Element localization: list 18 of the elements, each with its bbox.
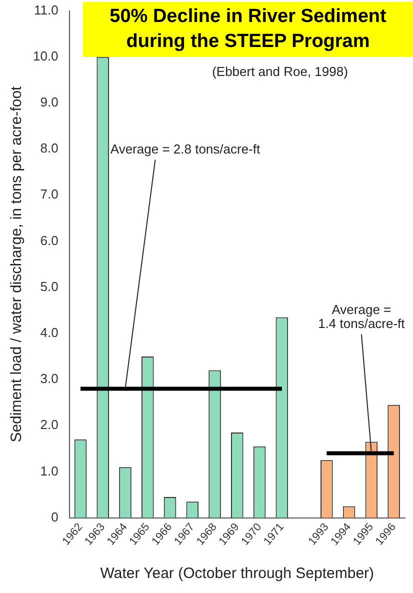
annotation: Average = 1.4 tons/acre-ft (318, 302, 406, 332)
y-tick-label: 0 (51, 509, 58, 524)
y-tick-label: 11.0 (34, 2, 58, 18)
y-tick-label: 10.0 (32, 48, 58, 64)
y-tick-label: 1.0 (40, 463, 58, 478)
y-axis-title: Sediment load / water discharge, in tons per acre-foot (8, 85, 26, 442)
y-tick-label: 5.0 (40, 278, 58, 294)
y-tick-label: 4.0 (40, 324, 58, 340)
y-tick-label: 6.0 (40, 232, 58, 248)
y-tick-label: 3.0 (40, 371, 58, 386)
y-tick-label: 8.0 (40, 140, 58, 156)
y-tick-label: 9.0 (40, 94, 58, 110)
text: (Ebbert and Roe, 1998) (211, 64, 349, 79)
annotation: Average = 2.8 tons/acre-ft (110, 142, 260, 157)
y-tick-label: 7.0 (40, 186, 58, 202)
chart-title: 50% Decline in River Sediment during the STEEP Program (83, 2, 413, 57)
x-axis-title: Water Year (October through September) (100, 565, 374, 582)
y-tick-label: 2.0 (40, 417, 58, 432)
